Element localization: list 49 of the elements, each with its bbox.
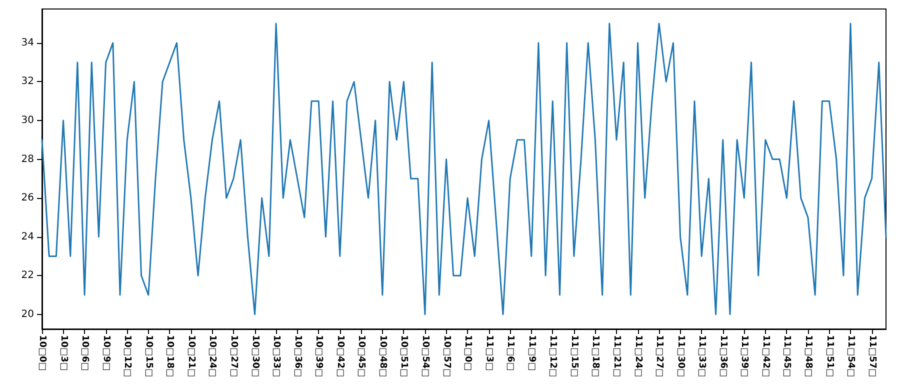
line-series [41, 22, 887, 316]
x-tick-label: 10□27□ [228, 334, 238, 378]
y-tick-label: 22 [21, 270, 34, 282]
x-tick-label: 10□12□ [122, 334, 132, 378]
x-tick-label: 10□36□ [292, 334, 302, 378]
x-tick-label: 11□3□ [484, 334, 494, 371]
x-tick-label: 10□39□ [314, 334, 324, 378]
x-tick-label: 11□12□ [548, 334, 558, 378]
x-tick-label: 10□15□ [143, 334, 154, 378]
x-tick-label: 11□30□ [675, 334, 686, 378]
x-tick-label: 10□18□ [164, 334, 175, 378]
x-tick-label: 10□48□ [377, 334, 388, 378]
x-tick-label: 11□21□ [611, 334, 622, 378]
x-tick-label: 11□42□ [760, 334, 770, 378]
x-tick-label: 10□3□ [58, 334, 68, 371]
x-tick-label: 10□9□ [100, 334, 111, 371]
x-tick-label: 11□9□ [526, 334, 536, 371]
x-tick-label: 11□45□ [782, 334, 792, 378]
x-tick-label: 10□42□ [334, 334, 345, 378]
x-tick-label: 10□54□ [420, 334, 430, 378]
x-tick-label: 11□48□ [802, 334, 813, 378]
x-tick-label: 10□0□ [37, 334, 47, 371]
x-tick-label: 11□6□ [505, 334, 516, 371]
x-tick-label: 11□15□ [568, 334, 579, 378]
y-tick-label: 24 [21, 231, 34, 242]
x-tick-label: 10□33□ [271, 334, 282, 378]
y-tick-label: 20 [21, 308, 34, 320]
x-tick-label: 11□18□ [590, 334, 600, 378]
y-tick-label: 28 [21, 154, 34, 165]
x-tick-label: 10□30□ [250, 334, 260, 378]
x-tick-label: 11□24□ [632, 334, 643, 378]
x-tick-label: 11□0□ [462, 334, 473, 371]
x-tick-label: 10□6□ [80, 334, 90, 371]
y-tick-label: 26 [21, 192, 34, 204]
y-tick-label: 32 [21, 76, 34, 88]
x-tick-label: 11□33□ [696, 334, 707, 378]
y-tick-label: 34 [21, 37, 34, 48]
x-tick-label: 11□54□ [846, 334, 856, 378]
x-tick-label: 11□39□ [739, 334, 750, 378]
x-tick-label: 11□51□ [824, 334, 834, 378]
x-tick-label: 11□27□ [654, 334, 664, 378]
x-tick-label: 11□36□ [718, 334, 728, 378]
y-tick-label: 30 [21, 114, 34, 126]
x-tick-label: 10□21□ [186, 334, 196, 378]
x-tick-label: 10□45□ [356, 334, 366, 378]
x-tick-label: 10□51□ [398, 334, 409, 378]
x-tick-label: 10□57□ [441, 334, 452, 378]
x-tick-label: 11□57□ [866, 334, 877, 378]
x-tick-label: 10□24□ [207, 334, 218, 378]
